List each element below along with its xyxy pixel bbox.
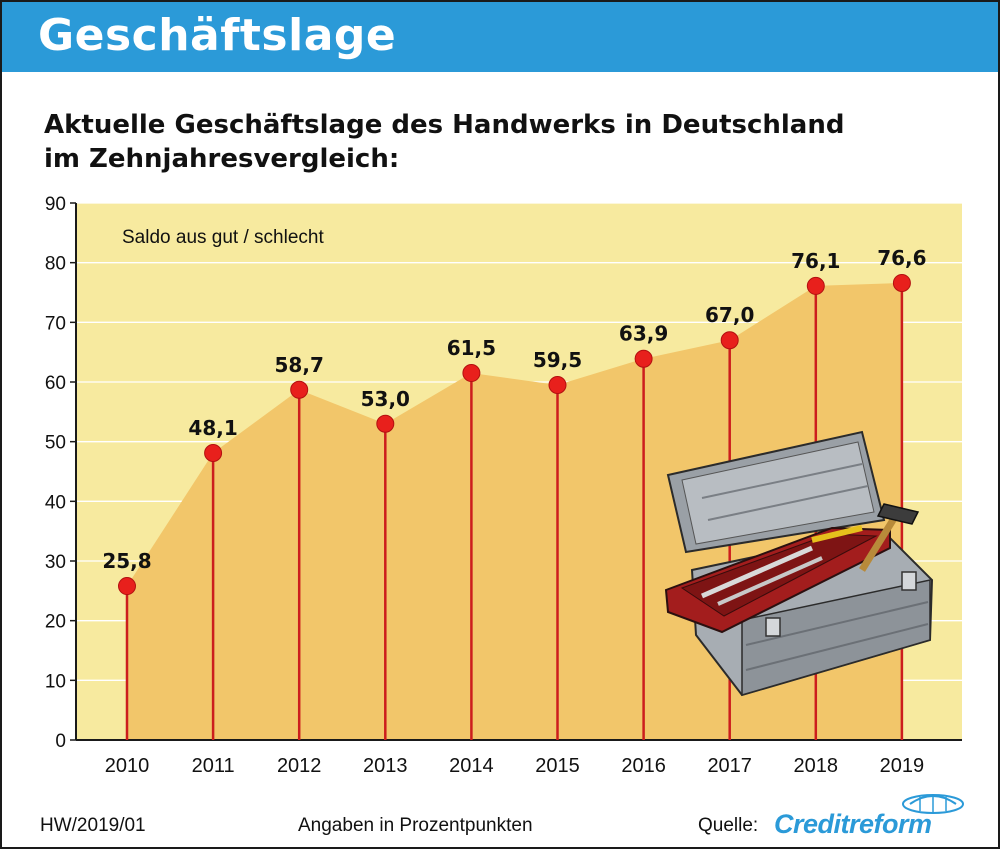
data-label: 76,1 [791, 249, 840, 273]
toolbox-icon [664, 430, 934, 697]
data-point [118, 577, 136, 596]
data-point [806, 276, 825, 295]
footer-source-label: Quelle: [698, 815, 759, 836]
y-tick-label: 20 [45, 612, 66, 633]
source-brand-name: Creditreform [774, 809, 932, 839]
x-tick-label: 2016 [621, 755, 666, 777]
y-tick-label: 60 [45, 373, 66, 394]
creditreform-logo-icon [902, 794, 964, 814]
x-tick-label: 2014 [449, 755, 494, 777]
page-title: Geschäftslage [38, 10, 397, 61]
y-tick-label: 10 [45, 671, 66, 692]
y-tick-label: 40 [45, 492, 66, 513]
y-tick-label: 70 [45, 313, 66, 334]
chart-annotation: Saldo aus gut / schlecht [122, 227, 324, 248]
data-point [548, 375, 567, 394]
x-tick-label: 2019 [880, 755, 925, 777]
footer-note: Angaben in Prozentpunkten [298, 815, 533, 836]
x-tick-label: 2018 [794, 755, 839, 777]
data-point [634, 349, 653, 368]
x-tick-label: 2011 [192, 755, 235, 777]
y-tick-label: 90 [45, 194, 66, 215]
data-label: 25,8 [102, 549, 151, 573]
data-label: 76,6 [877, 246, 926, 270]
data-label: 58,7 [275, 353, 324, 377]
title-banner: Geschäftslage [2, 2, 998, 72]
data-label: 61,5 [447, 336, 496, 360]
data-label: 59,5 [533, 348, 582, 372]
data-label: 67,0 [705, 303, 754, 327]
data-point [204, 444, 223, 463]
data-point [290, 380, 309, 399]
x-tick-label: 2010 [105, 755, 150, 777]
x-tick-label: 2017 [707, 755, 752, 777]
subtitle-line-2: im Zehnjahresvergleich: [44, 144, 400, 174]
x-tick-label: 2012 [277, 755, 322, 777]
data-label: 53,0 [361, 387, 410, 411]
data-label: 63,9 [619, 322, 668, 346]
footer-code: HW/2019/01 [40, 815, 146, 836]
data-point [720, 331, 739, 350]
data-point [376, 414, 395, 433]
y-tick-label: 50 [45, 433, 66, 454]
subtitle-line-1: Aktuelle Geschäftslage des Handwerks in … [44, 110, 845, 140]
x-tick-label: 2013 [363, 755, 408, 777]
x-tick-label: 2015 [535, 755, 580, 777]
y-tick-label: 80 [45, 254, 66, 275]
y-tick-label: 30 [45, 552, 66, 573]
data-point [462, 364, 481, 383]
chart-subtitle: Aktuelle Geschäftslage des Handwerks in … [44, 108, 944, 176]
data-point [892, 273, 911, 292]
data-label: 48,1 [188, 416, 237, 440]
y-tick-label: 0 [55, 731, 66, 752]
